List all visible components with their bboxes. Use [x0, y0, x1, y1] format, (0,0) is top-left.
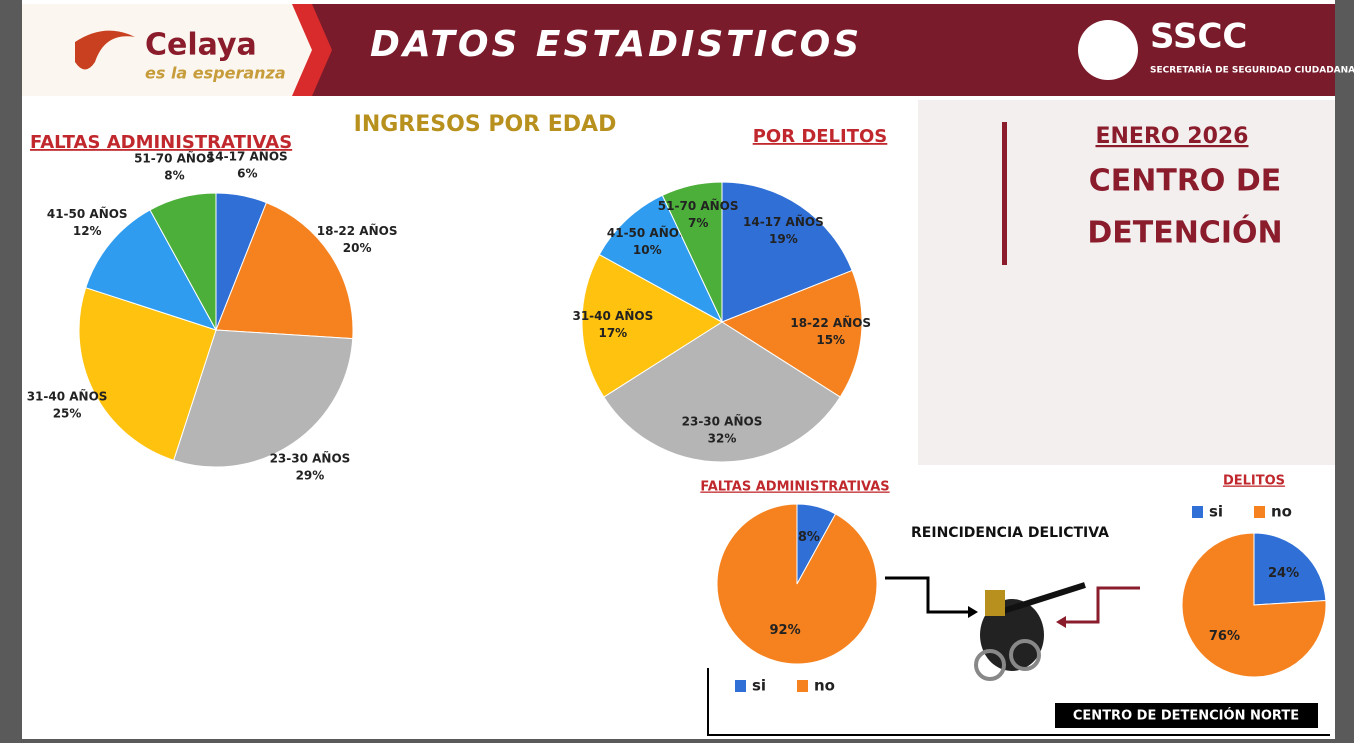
pie-slice — [1181, 532, 1327, 678]
slice-label: 76% — [1209, 629, 1240, 644]
slice-label: 17% — [598, 326, 627, 340]
slice-category: 31-40 AÑOS — [572, 308, 653, 323]
reincidence-title: REINCIDENCIA DELICTIVA — [911, 525, 1109, 541]
pie-slice — [1253, 532, 1327, 606]
slice-label: 29% — [296, 469, 325, 483]
legend-swatch — [1192, 506, 1203, 518]
slice-label: 20% — [343, 241, 372, 255]
pie-slice — [716, 503, 878, 665]
pie-slice — [721, 181, 853, 323]
slice-label: 24% — [1268, 566, 1299, 581]
slice-category: 14-17 AÑOS — [207, 148, 288, 163]
arrow-head — [1056, 616, 1066, 628]
chevron — [292, 4, 332, 96]
slice-category: 23-30 AÑOS — [270, 451, 351, 466]
chart-title: FALTAS ADMINISTRATIVAS — [700, 480, 889, 495]
side-heading: CENTRO DE — [1089, 164, 1282, 199]
side-panel — [918, 100, 1335, 465]
arrow — [1066, 586, 1140, 624]
slice-category: 51-70 AÑOS — [658, 198, 739, 213]
handcuffs-icon — [974, 582, 1086, 681]
side-rule — [1002, 122, 1007, 265]
slice-label: 32% — [708, 432, 737, 446]
slice-label: 12% — [73, 224, 102, 238]
header-title: DATOS ESTADISTICOS — [370, 24, 862, 65]
logo-icon — [75, 30, 135, 70]
slice-label: 7% — [688, 216, 708, 230]
slice-label: 8% — [798, 530, 820, 545]
legend-swatch — [1254, 506, 1265, 518]
pie-slice — [598, 194, 724, 324]
slice-category: 51-70 AÑOS — [134, 151, 215, 166]
legend-label: si — [752, 677, 766, 695]
legend-swatch — [735, 680, 746, 692]
pie-slice — [661, 181, 723, 323]
slice-label: 6% — [237, 166, 257, 180]
badge — [1078, 20, 1138, 80]
period: ENERO 2026 — [1095, 124, 1248, 149]
agency-short: SSCC — [1150, 17, 1247, 57]
slice-category: 18-22 AÑOS — [317, 223, 398, 238]
chart-title: POR DELITOS — [753, 126, 888, 147]
pie-slice — [149, 192, 217, 331]
slice-category: 14-17 AÑOS — [743, 214, 824, 229]
slice-category: 41-50 AÑOS — [47, 206, 128, 221]
logo-area — [22, 4, 312, 96]
arrow — [885, 576, 968, 614]
side-heading: DETENCIÓN — [1087, 214, 1282, 251]
footer-label: CENTRO DE DETENCIÓN NORTE — [1073, 708, 1299, 724]
pie-slice — [720, 269, 863, 398]
slice-label: 25% — [53, 406, 82, 420]
legend-label: si — [1209, 503, 1223, 521]
legend-swatch — [797, 680, 808, 692]
pie-slice — [85, 209, 218, 331]
agency-name: SECRETARÍA DE SEGURIDAD CIUDADANA CELAYA — [1150, 64, 1354, 76]
slice-category: 31-40 AÑOS — [27, 388, 108, 403]
slice-category: 23-30 AÑOS — [682, 414, 763, 429]
slice-label: 19% — [769, 232, 798, 246]
pie-slice — [603, 321, 841, 463]
logo-name: Celaya — [145, 28, 257, 63]
slice-label: 10% — [633, 243, 662, 257]
chart-title: FALTAS ADMINISTRATIVAS — [30, 132, 292, 153]
pie-slice — [215, 201, 354, 340]
section-title: INGRESOS POR EDAD — [354, 112, 617, 137]
slice-category: 41-50 AÑOS — [607, 225, 688, 240]
frame-axis — [707, 668, 1330, 736]
pie-slice — [173, 329, 354, 468]
footer-bar — [1055, 703, 1318, 728]
reincidence-title-text: REINCIDENCIA DELICTIVA — [911, 525, 1109, 541]
arrow-head — [968, 606, 978, 618]
legend-label: no — [1271, 503, 1292, 521]
pie-slice — [581, 253, 723, 398]
logo-tagline: es la esperanza — [145, 64, 286, 83]
slice-category: 18-22 AÑOS — [790, 315, 871, 330]
chart-title: DELITOS — [1223, 474, 1285, 489]
slice-label: 92% — [770, 623, 801, 638]
slice-label: 8% — [164, 169, 184, 183]
pie-slice — [78, 287, 217, 461]
slice-label: 15% — [816, 333, 845, 347]
legend-label: no — [814, 677, 835, 695]
